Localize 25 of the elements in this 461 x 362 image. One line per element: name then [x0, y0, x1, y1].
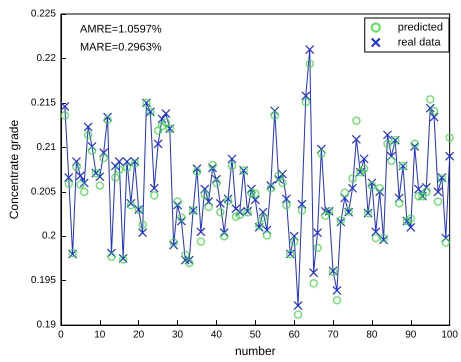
y-tick-label: 0.205: [30, 186, 56, 198]
y-tick-label: 0.19: [36, 320, 56, 331]
x-tick-label: 0: [58, 330, 64, 341]
y-tick-label: 0.215: [30, 97, 56, 108]
x-axis-title: number: [234, 344, 276, 358]
y-axis-title: Concentrate grade: [7, 120, 21, 220]
x-tick-label: 50: [250, 330, 262, 341]
annotation: AMRE=1.0597%: [80, 24, 162, 36]
x-tick-label: 90: [405, 330, 417, 341]
y-tick-label: 0.21: [36, 142, 56, 153]
x-tick-label: 100: [441, 330, 458, 341]
x-tick-label: 80: [366, 330, 378, 341]
x-tick-label: 60: [288, 330, 300, 341]
x-tick-label: 10: [94, 330, 106, 341]
x-tick-label: 20: [133, 330, 145, 341]
y-tick-label: 0.225: [30, 8, 56, 20]
y-tick-label: 0.195: [30, 275, 56, 286]
x-tick-label: 30: [172, 330, 184, 341]
x-tick-label: 70: [327, 330, 340, 341]
y-tick-label: 0.22: [36, 52, 56, 64]
y-tick-label: 0.2: [42, 230, 56, 242]
annotation: MARE=0.2963%: [80, 42, 162, 54]
x-tick-label: 40: [210, 330, 222, 341]
legend-label: real data: [398, 36, 442, 48]
legend-label: predicted: [398, 22, 444, 34]
